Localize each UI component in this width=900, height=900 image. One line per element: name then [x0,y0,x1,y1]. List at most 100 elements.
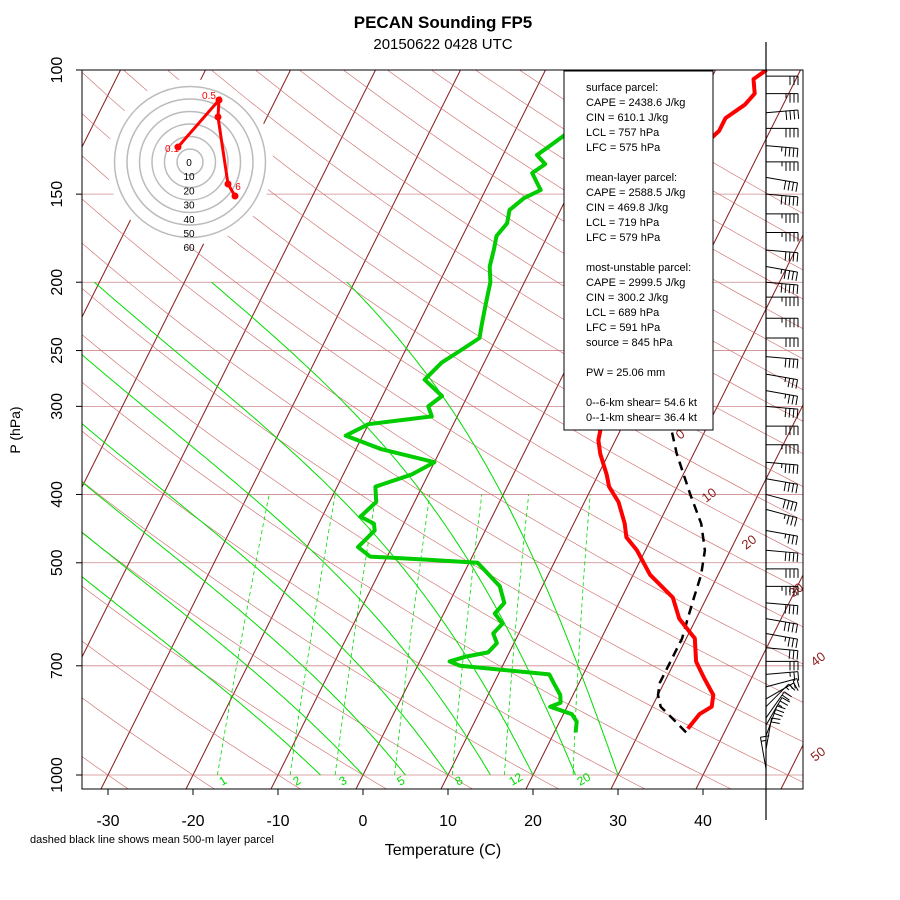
wind-barb-flag [795,639,799,649]
wind-barb [765,647,799,660]
wind-barb-flag [788,147,791,157]
wind-barb [765,109,800,121]
wind-barb-shaft [765,705,778,737]
wind-barb [765,249,799,262]
most-unstable-cin: CIN = 300.2 J/kg [586,292,668,304]
wind-barb-flag [794,502,798,512]
moist-adiabat [82,576,321,776]
wind-barb-flag [786,500,790,510]
wind-barb-shaft [765,682,794,700]
wind-barb [766,231,799,242]
wind-barb [765,549,799,563]
wind-barb-flag [796,409,799,419]
wind-barb-flag [797,671,800,681]
hodograph-point [231,192,239,200]
wind-barb-shaft [765,109,798,114]
surface-cin: CIN = 610.1 J/kg [586,112,668,124]
mean-layer-cin: CIN = 469.8 J/kg [586,202,668,214]
wind-barb [766,585,799,596]
wind-barb-flag [796,196,799,206]
isotherm-label: 40 [808,649,829,670]
x-tick-label: 10 [439,813,457,830]
wind-barb-flag [784,551,787,562]
wind-barb-flag [791,182,795,192]
wind-barb-flag [791,271,795,281]
wind-barb [766,75,799,86]
wind-barb-half-flag [783,514,786,520]
wind-barb-flag [771,717,781,721]
wind-barb-flag [795,535,799,546]
wind-barb [765,602,799,615]
wind-barb [766,317,799,328]
dry-adiabat [82,381,732,789]
hodograph-ring-label: 40 [183,215,195,226]
wind-barb [765,373,799,389]
wind-barb-flag [795,271,799,282]
wind-barb-flag [795,379,799,389]
dry-adiabat [82,71,803,556]
wind-barb-flag [783,482,787,492]
wind-barb-flag [784,147,787,157]
dry-adiabat [82,155,803,628]
wind-barb [765,493,798,512]
wind-barb-flag [790,516,794,526]
wind-barb-flag [782,499,786,509]
wind-barb-flag [783,621,787,632]
hodograph: 0 10 20 30 40 50 60 0.5 0.1 6 [107,79,273,254]
y-axis-label: P (hPa) [7,406,23,453]
y-tick-label: 700 [49,652,66,679]
wind-barb [765,671,800,681]
wind-barb [765,705,786,737]
wind-barb-flag [788,604,791,614]
wind-barb-flag [796,678,800,688]
wind-barb-flag [787,378,791,388]
moist-adiabat [82,481,406,776]
wind-barb-half-flag [784,636,787,642]
hodograph-ring-label: 10 [183,172,195,183]
wind-barb-flag [783,180,787,190]
wind-barb-flag [790,501,794,511]
wind-barb-half-flag [784,377,787,383]
wind-barb-flag [787,181,791,191]
wind-barb-flag [774,712,783,717]
wind-barb-shaft [765,602,798,607]
wind-barb-shaft [765,145,798,149]
wind-barb-flag [792,359,795,369]
isotherm [695,573,803,789]
hodograph-ring-label: 20 [183,186,195,197]
wind-barb [765,618,799,634]
wind-barb-flag [796,148,799,158]
wind-barb-flag [795,484,799,494]
wind-barb-flag [784,408,787,418]
wind-barb-flag [796,359,799,369]
moist-adiabat [82,423,449,776]
wind-barb-shaft [765,691,785,719]
wind-barb-half-flag [789,684,793,690]
wind-barb-flag [787,482,791,492]
wind-barb-flag [793,671,796,681]
wind-barb-half-flag [780,269,783,274]
moist-adiabat [82,531,364,776]
wind-barb-flag [784,463,787,473]
wind-barb-flag [791,535,795,545]
wind-barb-shaft [765,390,798,397]
wind-barb [765,678,800,689]
moist-adiabat [82,354,491,776]
y-tick-label: 500 [49,549,66,576]
wind-barb [766,213,799,223]
most-unstable-source: source = 845 hPa [586,337,673,349]
wind-barb-flag [792,252,795,262]
wind-barb-flag [775,709,785,714]
wind-barb-flag [791,395,795,405]
dry-adiabat [82,113,803,591]
mixing-ratio-line [451,494,483,776]
hodograph-point [214,113,222,121]
x-tick-label: -10 [266,813,289,830]
most-unstable-header: most-unstable parcel: [586,262,691,274]
wind-barb-flag [792,147,795,158]
wind-barb-flag [770,721,780,724]
isotherm [82,70,377,659]
wind-barb-flag [781,697,791,703]
wind-barb [765,697,791,726]
wind-barb-flag [788,552,791,562]
